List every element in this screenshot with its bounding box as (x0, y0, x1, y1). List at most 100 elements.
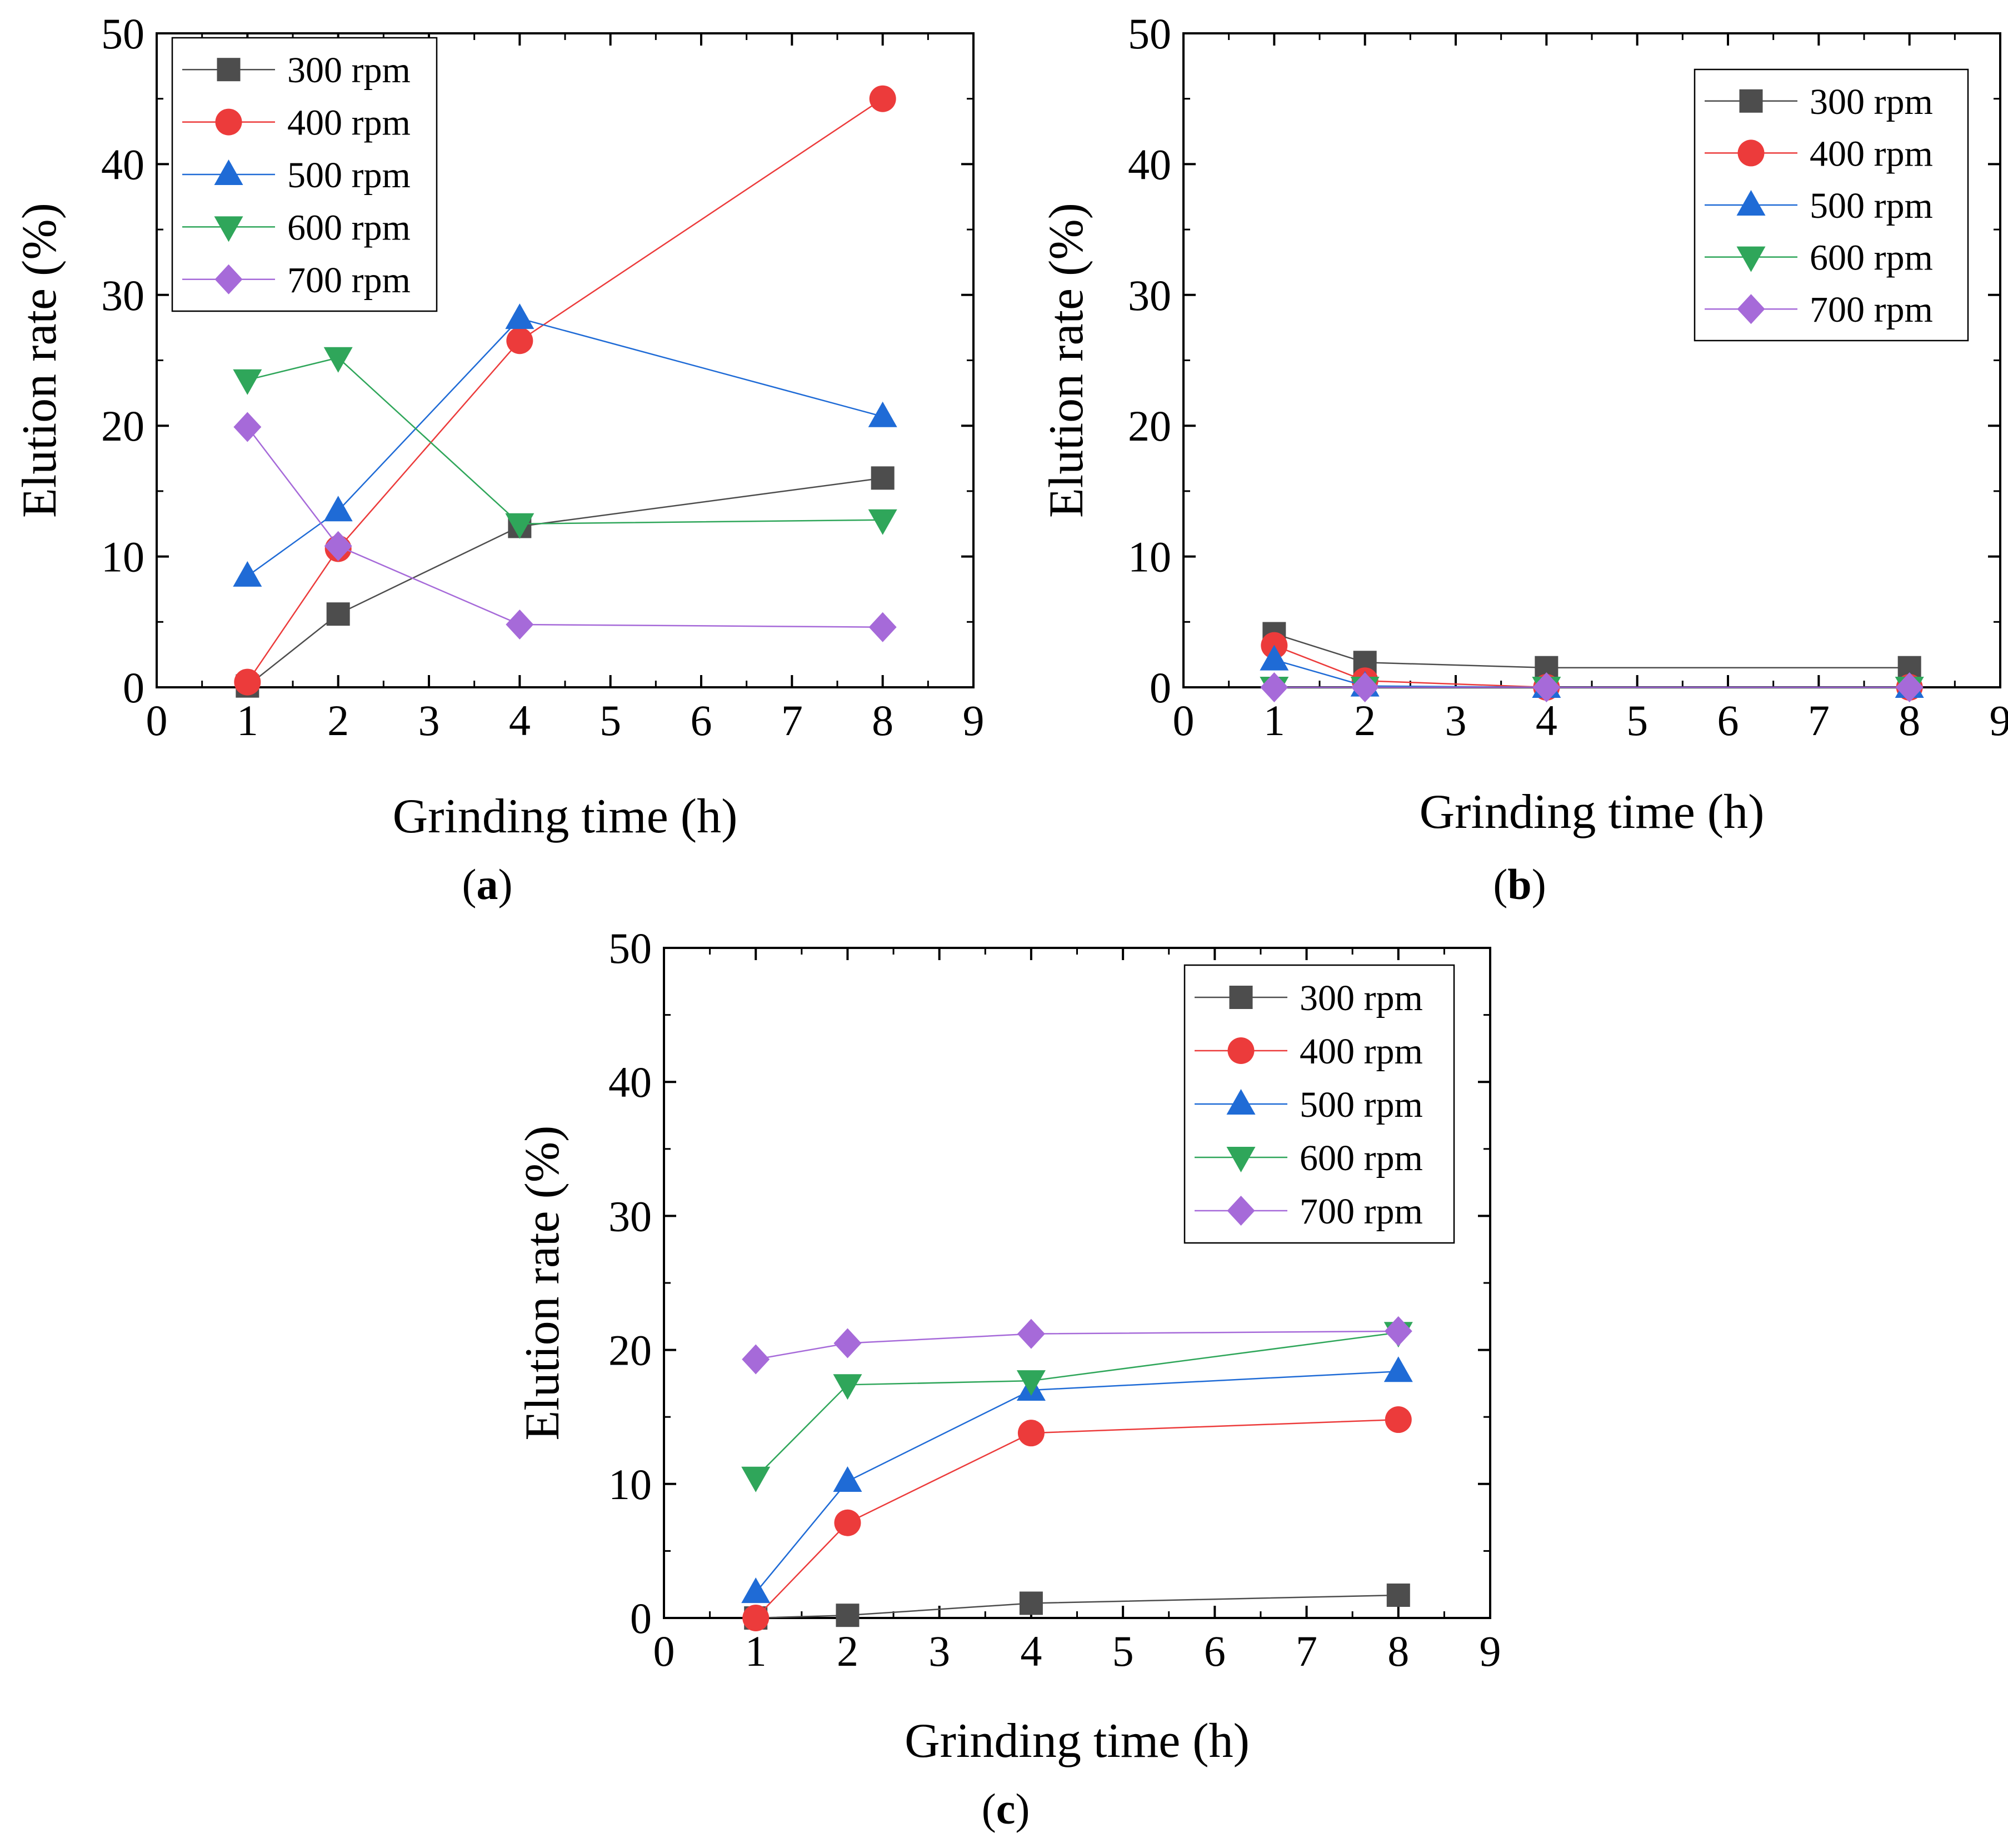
x-tick-label: 5 (1112, 1627, 1134, 1675)
x-tick-label: 4 (509, 696, 531, 745)
legend-label-400-rpm: 400 rpm (1300, 1031, 1423, 1072)
x-tick-label: 0 (1173, 696, 1195, 745)
x-tick-label: 0 (146, 696, 168, 745)
y-tick-label: 50 (1128, 9, 1171, 58)
data-point-600-rpm (741, 1467, 770, 1492)
x-axis-title: Grinding time (h) (905, 1714, 1250, 1768)
legend-label-600-rpm: 600 rpm (1810, 238, 1933, 278)
data-point-400-rpm (1018, 1420, 1045, 1446)
x-axis-title: Grinding time (h) (1420, 785, 1765, 839)
series-line-600-rpm (756, 1332, 1398, 1477)
data-point-400-rpm (1385, 1406, 1412, 1433)
legend-label-500-rpm: 500 rpm (1300, 1085, 1423, 1125)
legend-label-700-rpm: 700 rpm (1810, 289, 1933, 330)
y-tick-label: 20 (101, 402, 144, 450)
x-tick-label: 9 (963, 696, 985, 745)
x-tick-label: 4 (1536, 696, 1557, 745)
data-point-400-rpm (834, 1510, 861, 1536)
data-point-500-rpm (1384, 1356, 1413, 1382)
data-point-500-rpm (233, 561, 262, 587)
x-tick-label: 1 (745, 1627, 767, 1675)
y-tick-label: 50 (608, 924, 652, 972)
x-tick-label: 7 (1296, 1627, 1317, 1675)
y-tick-label: 10 (1128, 533, 1171, 581)
x-tick-label: 5 (600, 696, 621, 745)
y-tick-label: 20 (1128, 402, 1171, 450)
legend-marker-400-rpm (216, 109, 242, 136)
x-tick-label: 2 (837, 1627, 858, 1675)
x-axis-title: Grinding time (h) (393, 790, 738, 843)
caption-b: (b) (1493, 860, 1546, 908)
data-point-300-rpm (871, 466, 895, 490)
y-tick-label: 0 (1150, 663, 1171, 712)
y-tick-label: 10 (608, 1460, 652, 1509)
data-point-700-rpm (742, 1344, 770, 1374)
legend-label-500-rpm: 500 rpm (1810, 186, 1933, 226)
y-tick-label: 30 (101, 271, 144, 319)
y-tick-label: 30 (608, 1192, 652, 1240)
legend: 300 rpm 400 rpm 500 rpm 600 rpm 700 rpm (1695, 69, 1968, 341)
legend-marker-300-rpm (1740, 89, 1763, 113)
y-axis-title: Elution rate (%) (516, 1126, 570, 1441)
data-point-400-rpm (870, 86, 896, 112)
data-point-300-rpm (836, 1604, 859, 1627)
x-tick-label: 4 (1020, 1627, 1042, 1675)
data-point-300-rpm (1387, 1584, 1410, 1607)
legend-label-300-rpm: 300 rpm (1810, 82, 1933, 122)
series-line-600-rpm (247, 358, 882, 524)
data-point-600-rpm (1017, 1370, 1046, 1396)
legend-label-400-rpm: 400 rpm (287, 103, 411, 143)
legend-marker-300-rpm (1230, 986, 1253, 1009)
legend-label-700-rpm: 700 rpm (287, 260, 411, 301)
data-point-600-rpm (233, 369, 262, 395)
legend-label-400-rpm: 400 rpm (1810, 133, 1933, 174)
x-tick-label: 9 (1480, 1627, 1501, 1675)
legend-label-300-rpm: 300 rpm (287, 50, 411, 91)
legend-label-600-rpm: 600 rpm (287, 207, 411, 248)
y-tick-label: 0 (123, 663, 144, 712)
data-point-400-rpm (506, 327, 533, 354)
data-point-700-rpm (833, 1328, 861, 1358)
x-tick-label: 7 (781, 696, 803, 745)
legend-label-600-rpm: 600 rpm (1300, 1138, 1423, 1178)
data-point-300-rpm (1020, 1591, 1043, 1615)
y-tick-label: 30 (1128, 271, 1171, 319)
y-tick-label: 20 (608, 1326, 652, 1375)
x-tick-label: 6 (691, 696, 712, 745)
data-point-700-rpm (1017, 1319, 1045, 1349)
legend-marker-400-rpm (1738, 139, 1765, 166)
legend-label-300-rpm: 300 rpm (1300, 978, 1423, 1018)
data-point-700-rpm (233, 412, 261, 442)
x-tick-label: 7 (1808, 696, 1830, 745)
x-tick-label: 1 (1263, 696, 1285, 745)
x-tick-label: 1 (237, 696, 258, 745)
y-tick-label: 40 (608, 1058, 652, 1106)
data-point-500-rpm (505, 303, 534, 329)
data-point-500-rpm (833, 1466, 862, 1492)
y-axis-title: Elution rate (%) (1040, 203, 1093, 518)
data-point-700-rpm (869, 612, 897, 642)
y-tick-label: 10 (101, 533, 144, 581)
y-tick-label: 40 (1128, 140, 1171, 188)
y-tick-label: 40 (101, 140, 144, 188)
series-line-700-rpm (247, 427, 882, 627)
caption-a: (a) (462, 860, 513, 908)
x-tick-label: 2 (327, 696, 349, 745)
data-point-700-rpm (1385, 1316, 1412, 1346)
data-point-400-rpm (742, 1605, 769, 1631)
data-point-400-rpm (234, 669, 261, 696)
x-tick-label: 3 (1445, 696, 1467, 745)
data-point-700-rpm (506, 610, 533, 640)
x-tick-label: 8 (1899, 696, 1920, 745)
x-tick-label: 3 (928, 1627, 950, 1675)
data-point-300-rpm (327, 602, 350, 626)
